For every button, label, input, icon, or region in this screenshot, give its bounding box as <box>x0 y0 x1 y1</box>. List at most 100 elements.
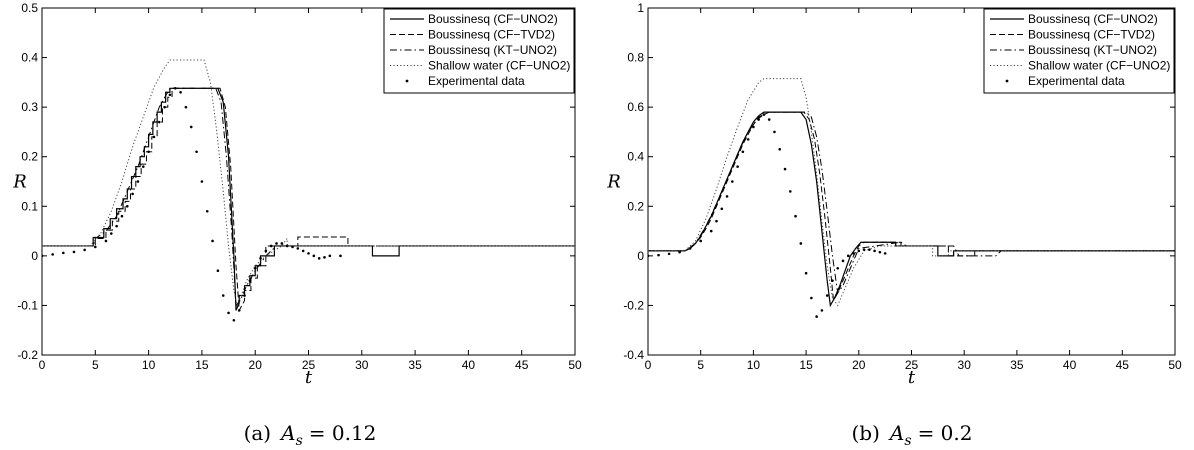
experimental-data-point <box>820 309 824 312</box>
experimental-data-point <box>141 165 145 168</box>
experimental-data-point <box>667 252 671 256</box>
experimental-data-point <box>846 254 850 258</box>
legend: Boussinesq (CF−UNO2) Boussinesq (CF−TVD2)… <box>983 8 1175 94</box>
experimental-data-point <box>857 249 861 253</box>
x-tick-label: 20 <box>852 358 866 372</box>
x-tick-label: 35 <box>408 358 422 372</box>
y-tick-label: -0.2 <box>623 298 644 312</box>
experimental-data-point <box>179 90 182 94</box>
series-line-dashed <box>648 111 1175 303</box>
y-tick-label: 0 <box>637 249 644 263</box>
experimental-data-point <box>873 249 876 253</box>
x-tick-label: 15 <box>799 358 813 372</box>
experimental-data-point <box>783 167 787 171</box>
y-tick-label: 0.4 <box>627 150 644 164</box>
legend-entry: Boussinesq (KT−UNO2) <box>1028 43 1157 57</box>
experimental-data-point <box>243 294 246 297</box>
x-tick-label: 5 <box>92 358 99 372</box>
x-tick-label: 30 <box>355 358 369 372</box>
experimental-data-point <box>317 257 321 260</box>
experimental-data-point <box>799 242 803 245</box>
experimental-data-point <box>868 248 871 251</box>
experimental-data-point <box>275 242 278 245</box>
experimental-data-point <box>280 242 284 245</box>
experimental-data-point <box>200 180 204 183</box>
experimental-data-point <box>115 224 118 228</box>
legend: Boussinesq (CF−UNO2) Boussinesq (CF−TVD2)… <box>383 8 575 94</box>
experimental-data-point <box>131 192 134 196</box>
experimental-data-point <box>147 150 150 154</box>
experimental-data-point <box>62 251 65 255</box>
experimental-data-point <box>152 135 156 139</box>
legend-entry: Boussinesq (KT−UNO2) <box>428 43 557 57</box>
experimental-data-point <box>788 190 792 193</box>
x-axis-label: t <box>305 367 313 388</box>
y-tick-label: 0.8 <box>627 51 644 65</box>
experimental-data-point <box>42 254 44 258</box>
y-tick-label: 0.2 <box>21 150 38 164</box>
experimental-data-point <box>878 250 882 254</box>
y-tick-label: 0 <box>31 249 38 263</box>
experimental-data-point <box>173 87 177 90</box>
x-tick-label: 40 <box>462 358 476 372</box>
experimental-data-point <box>109 232 113 235</box>
experimental-data-point <box>688 247 692 250</box>
caption-value: = 0.12 <box>309 421 377 445</box>
legend-entry: Experimental data <box>428 74 525 88</box>
experimental-data-point <box>841 259 845 263</box>
plot-area <box>648 78 1175 318</box>
experimental-data-point <box>285 244 289 248</box>
experimental-data-point <box>136 180 140 183</box>
experimental-data-point <box>836 266 840 270</box>
experimental-data-point <box>762 113 766 116</box>
x-tick-label: 10 <box>747 358 761 372</box>
experimental-data-point <box>195 150 198 154</box>
experimental-data-point <box>699 239 702 243</box>
experimental-data-point <box>216 269 220 273</box>
experimental-data-point <box>883 252 887 255</box>
x-tick-label: 0 <box>645 358 652 372</box>
experimental-data-point <box>301 249 305 253</box>
experimental-data-point <box>657 253 660 257</box>
panel-caption: (b) As = 0.2 <box>852 421 973 449</box>
experimental-data-point <box>168 93 172 97</box>
caption-value: = 0.2 <box>918 421 973 445</box>
caption-prefix: (b) <box>852 421 880 445</box>
y-tick-label: 0.3 <box>21 100 38 114</box>
x-tick-label: 35 <box>1010 358 1024 372</box>
legend-entry: Boussinesq (CF−UNO2) <box>428 12 558 26</box>
y-tick-label: 0.5 <box>21 1 38 15</box>
experimental-data-point <box>715 219 718 223</box>
experimental-data-point <box>120 214 124 218</box>
experimental-data-point <box>767 118 771 121</box>
caption-subscript: s <box>296 433 303 449</box>
experimental-data-point <box>323 256 326 259</box>
experimental-data-point <box>227 311 230 315</box>
y-tick-label: -0.2 <box>17 348 38 362</box>
experimental-data-point <box>51 253 54 256</box>
legend-entry: Boussinesq (CF−TVD2) <box>1028 28 1155 42</box>
experimental-data-point <box>725 195 729 198</box>
experimental-data-point <box>83 248 86 252</box>
experimental-data-point <box>731 180 734 183</box>
experimental-data-point <box>296 247 300 250</box>
experimental-data-point <box>221 294 225 297</box>
legend-entry: Boussinesq (CF−TVD2) <box>428 28 555 42</box>
legend-entry: Experimental data <box>1028 74 1125 88</box>
experimental-data-point <box>125 204 129 208</box>
experimental-data-point <box>831 279 834 282</box>
experimental-data-point <box>237 309 241 312</box>
caption-variable: A <box>888 421 904 445</box>
series-line-dotted <box>42 59 575 308</box>
experimental-data-point <box>648 254 650 258</box>
experimental-data-point <box>339 254 342 258</box>
x-tick-label: 25 <box>905 358 919 372</box>
experimental-data-point <box>825 294 829 297</box>
experimental-data-point <box>804 271 808 275</box>
series-line-dashdot <box>42 87 575 307</box>
plot-area <box>42 59 575 322</box>
series-line-solid <box>648 111 1175 308</box>
y-tick-label: 0.2 <box>627 199 644 213</box>
y-tick-label: 0.1 <box>21 199 38 213</box>
x-axis-label: t <box>908 367 916 388</box>
